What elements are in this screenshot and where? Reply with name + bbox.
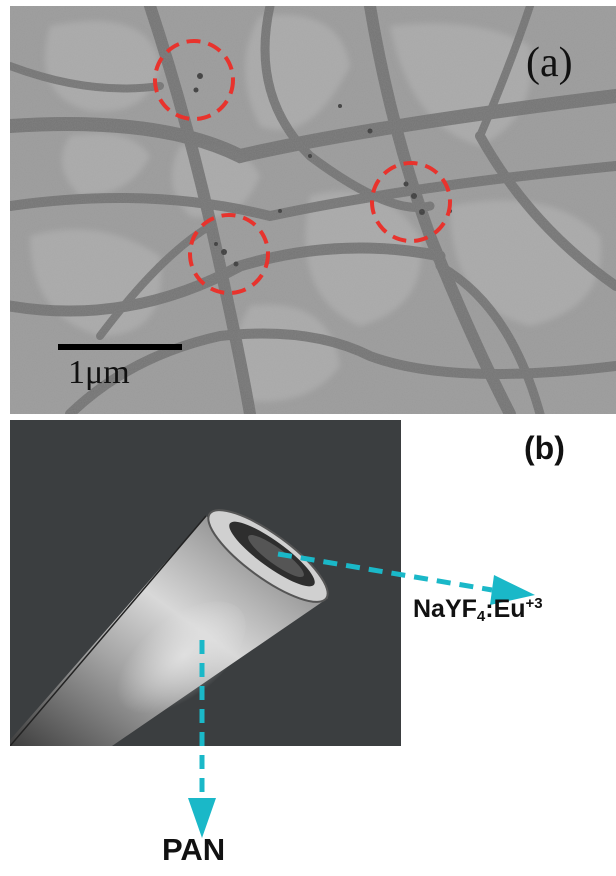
arrow-to-core xyxy=(277,551,535,605)
core-material-label: NaYF4:Eu+3 xyxy=(413,596,543,624)
panel-a-label: (a) xyxy=(526,40,573,86)
scale-bar-label: 1μm xyxy=(68,354,130,391)
arrow-to-shell xyxy=(188,640,216,838)
marker-circle-bottom xyxy=(188,213,270,295)
panel-b-label: (b) xyxy=(524,430,565,466)
scale-bar xyxy=(58,344,182,350)
core-shell-schematic-panel xyxy=(10,420,401,746)
marker-circle-top xyxy=(153,39,235,121)
core-label-subscript: 4 xyxy=(476,608,486,625)
marker-circle-right xyxy=(370,161,452,243)
core-label-main: NaYF xyxy=(413,595,477,623)
nanoparticle-markers xyxy=(153,39,452,295)
shell-material-label: PAN xyxy=(162,832,226,867)
core-shell-fiber-illustration xyxy=(10,509,329,746)
core-label-mid: :Eu xyxy=(485,595,526,623)
core-label-superscript: +3 xyxy=(525,595,543,612)
